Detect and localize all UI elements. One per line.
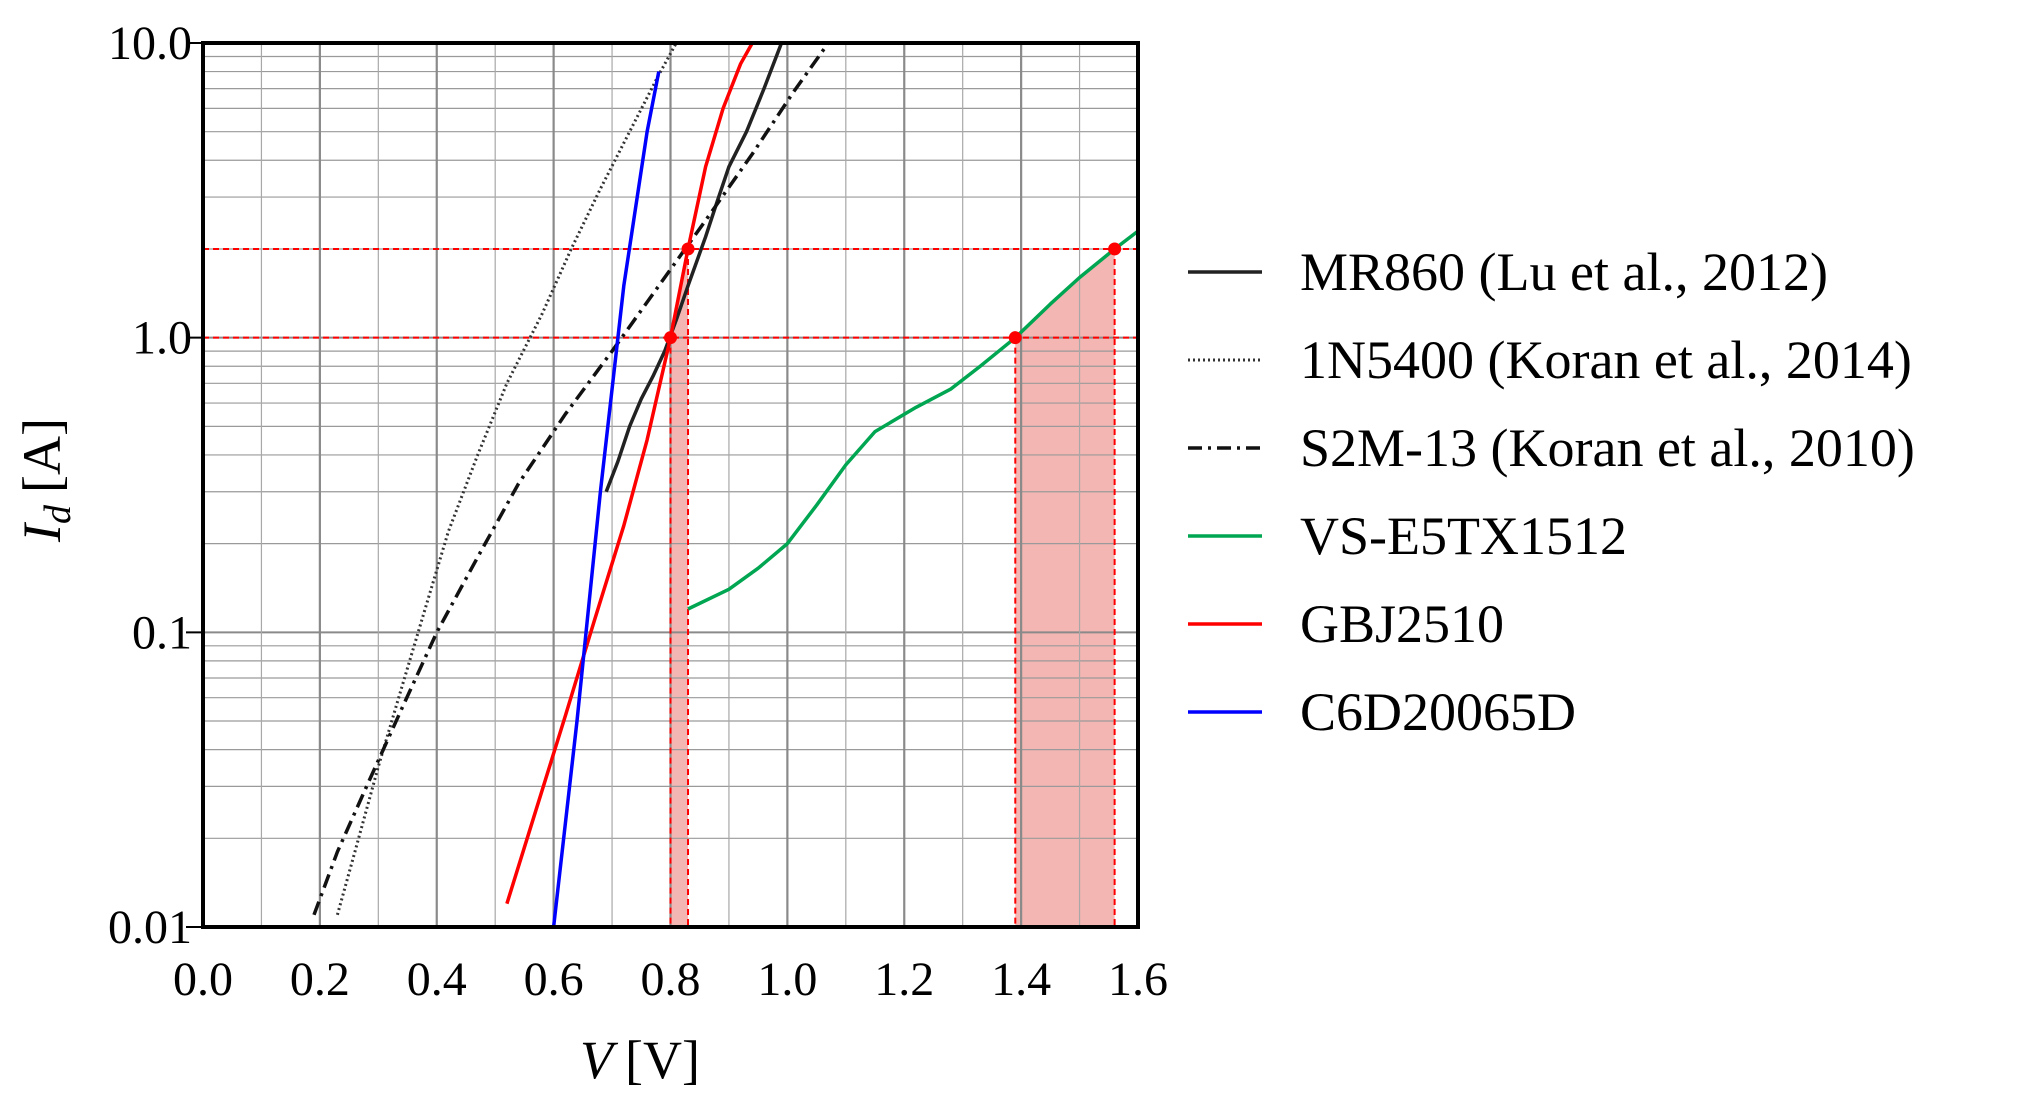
reference-lines — [203, 247, 1138, 927]
legend-label: 1N5400 (Koran et al., 2014) — [1300, 330, 1912, 390]
annotation-markers — [664, 242, 1122, 345]
legend-label: GBJ2510 — [1300, 594, 1504, 654]
series-lines — [312, 41, 1140, 928]
shaded-region — [670, 248, 689, 928]
x-tick-label: 0.8 — [641, 953, 701, 1006]
series-line — [551, 71, 661, 928]
legend-label: S2M-13 (Koran et al., 2010) — [1300, 418, 1915, 478]
x-tick-label: 1.6 — [1108, 953, 1168, 1006]
series-line — [604, 42, 784, 493]
y-tick-label: 0.1 — [132, 606, 192, 659]
x-tick-label: 0.2 — [290, 953, 350, 1006]
x-axis-label: V [V] — [580, 1030, 700, 1090]
y-tick-label: 0.01 — [108, 901, 192, 954]
series-line — [687, 229, 1140, 611]
y-axis-label: Id[A] — [12, 418, 79, 543]
legend-label: VS-E5TX1512 — [1300, 506, 1627, 566]
legend: MR860 (Lu et al., 2012) 1N5400 (Koran et … — [1188, 242, 1915, 742]
x-tick-label: 0.4 — [407, 953, 467, 1006]
annotation-point — [1108, 242, 1122, 256]
x-tick-labels: 0.0 0.2 0.4 0.6 0.8 1.0 1.2 1.4 1.6 — [173, 953, 1168, 1006]
x-tick-label: 1.2 — [874, 953, 934, 1006]
annotation-point — [1008, 331, 1022, 345]
legend-label: C6D20065D — [1300, 682, 1576, 742]
x-tick-label: 0.6 — [524, 953, 584, 1006]
shaded-regions — [670, 248, 1115, 928]
grid — [201, 43, 1140, 928]
x-tick-label: 1.4 — [991, 953, 1051, 1006]
shaded-region — [1015, 248, 1115, 928]
y-tick-labels: 0.01 0.1 1.0 10.0 — [108, 17, 203, 954]
series-line — [335, 42, 678, 916]
annotation-point — [681, 242, 695, 256]
annotation-point — [664, 331, 677, 345]
y-tick-label: 1.0 — [132, 312, 192, 365]
series-line — [312, 41, 830, 916]
x-tick-label: 1.0 — [757, 953, 817, 1006]
x-tick-label: 0.0 — [173, 953, 233, 1006]
legend-label: MR860 (Lu et al., 2012) — [1300, 242, 1828, 302]
y-tick-label: 10.0 — [108, 17, 192, 70]
plot-frame — [201, 41, 1140, 929]
series-line — [505, 42, 754, 905]
